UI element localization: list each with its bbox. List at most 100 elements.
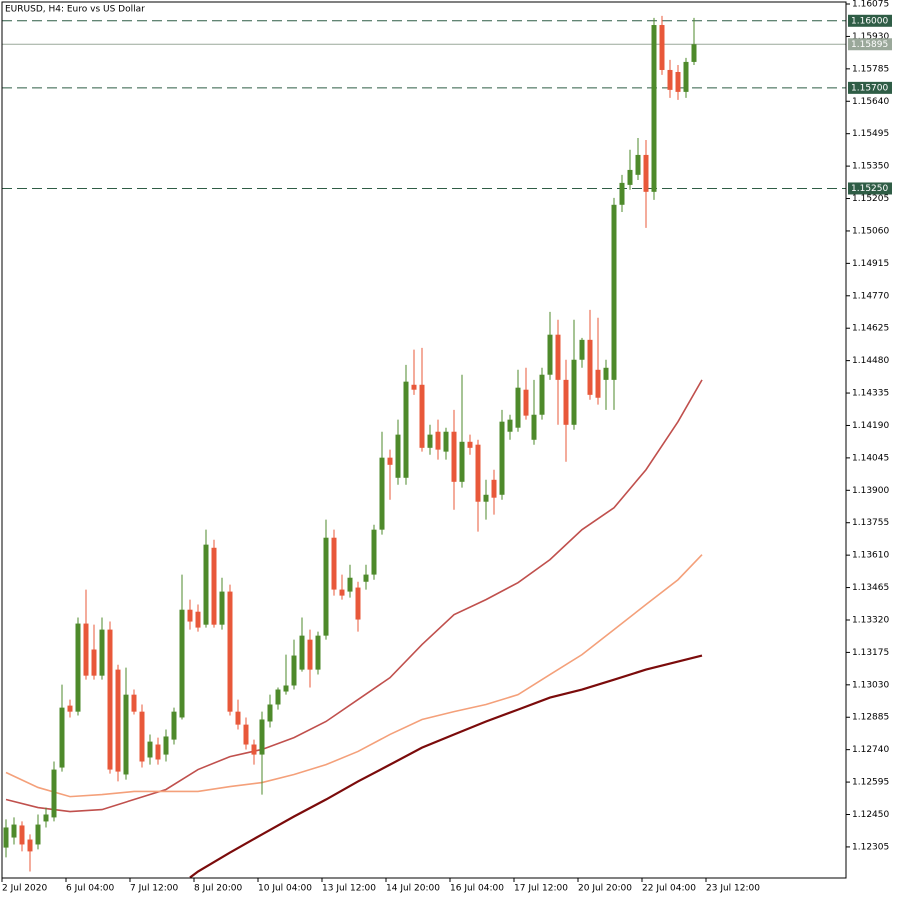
candle-body: [107, 629, 113, 770]
candle-body: [131, 694, 137, 712]
candle-body: [523, 389, 529, 416]
candle-body: [379, 457, 385, 530]
y-tick-label: 1.15640: [852, 97, 889, 107]
candle-body: [355, 587, 361, 620]
candle-body: [43, 814, 49, 822]
chart-title: EURUSD, H4: Euro vs US Dollar: [5, 5, 145, 15]
candle-body: [155, 744, 161, 760]
candle-body: [259, 719, 265, 755]
x-tick-label: 17 Jul 12:00: [514, 884, 568, 894]
candle-body: [515, 387, 521, 428]
price-level-label: 1.15250: [851, 184, 888, 194]
candle-body: [251, 744, 257, 755]
y-tick-label: 1.13320: [852, 615, 889, 625]
candle-body: [139, 711, 145, 762]
candle-body: [643, 154, 649, 192]
candle-body: [491, 479, 497, 498]
y-tick-label: 1.15785: [852, 64, 889, 74]
candle-body: [291, 655, 297, 686]
candle-body: [315, 635, 321, 670]
candle-body: [683, 61, 689, 92]
moving-average: [5, 379, 703, 813]
candle-body: [171, 711, 177, 740]
candle-body: [595, 369, 601, 398]
y-tick-label: 1.13030: [852, 680, 889, 690]
candle-body: [35, 824, 41, 845]
candle-body: [507, 419, 513, 432]
candle-body: [11, 824, 17, 838]
moving-average: [189, 654, 703, 878]
y-tick-label: 1.13175: [852, 648, 889, 658]
candle-body: [267, 704, 273, 722]
y-tick-label: 1.14480: [852, 356, 889, 366]
candle-body: [347, 577, 353, 592]
candle-body: [19, 825, 25, 845]
candle-body: [579, 339, 585, 360]
candle-body: [235, 711, 241, 725]
candle-body: [91, 649, 97, 676]
candle-body: [187, 609, 193, 622]
candle-body: [483, 494, 489, 502]
candle-body: [163, 736, 169, 755]
candle-body: [563, 379, 569, 425]
candle-body: [587, 339, 593, 395]
plot-frame: [1, 1, 847, 879]
y-tick-label: 1.14335: [852, 389, 889, 399]
y-tick-label: 1.14625: [852, 324, 889, 334]
x-tick-label: 8 Jul 20:00: [194, 884, 243, 894]
candle-body: [451, 431, 457, 482]
candle-body: [283, 685, 289, 692]
candle-body: [619, 182, 625, 205]
candle-body: [419, 384, 425, 448]
candle-body: [195, 611, 201, 628]
x-tick-label: 2 Jul 2020: [2, 884, 47, 894]
y-tick-label: 1.14045: [852, 453, 889, 463]
candle-body: [387, 457, 393, 465]
price-level-label: 1.16000: [851, 16, 888, 26]
y-tick-label: 1.13755: [852, 518, 889, 528]
candle-body: [555, 334, 561, 380]
y-tick-label: 1.12885: [852, 713, 889, 723]
y-tick-label: 1.12740: [852, 745, 889, 755]
candle-body: [339, 589, 345, 596]
candle-body: [83, 623, 89, 676]
price-level-box: [848, 182, 892, 195]
y-tick-label: 1.13610: [852, 551, 889, 561]
candle-body: [219, 591, 225, 625]
candle-body: [371, 529, 377, 575]
candle-body: [667, 69, 673, 90]
candle-body: [659, 25, 665, 70]
candle-body: [443, 431, 449, 452]
candle-body: [299, 635, 305, 670]
candle-body: [59, 707, 65, 768]
candle-body: [27, 839, 33, 852]
y-tick-label: 1.15350: [852, 162, 889, 172]
candle-body: [203, 544, 209, 625]
candle-body: [651, 25, 657, 192]
y-tick-label: 1.15930: [852, 32, 889, 42]
candle-body: [115, 669, 121, 772]
y-tick-label: 1.12595: [852, 778, 889, 788]
candle-body: [227, 591, 233, 712]
candle-body: [323, 537, 329, 636]
y-tick-label: 1.14190: [852, 421, 889, 431]
candle-body: [675, 71, 681, 92]
x-tick-label: 7 Jul 12:00: [130, 884, 179, 894]
candle-body: [467, 441, 473, 448]
candle-body: [331, 537, 337, 590]
y-tick-label: 1.12305: [852, 842, 889, 852]
candle-body: [211, 547, 217, 625]
candle-body: [395, 434, 401, 478]
candle-body: [459, 441, 465, 482]
candle-body: [571, 359, 577, 425]
candle-body: [307, 639, 313, 670]
y-tick-label: 1.15060: [852, 226, 889, 236]
y-tick-label: 1.14915: [852, 259, 889, 269]
candle-body: [123, 694, 129, 775]
candle-body: [691, 44, 697, 62]
candle-body: [243, 724, 249, 745]
candle-body: [499, 421, 505, 495]
candle-body: [547, 334, 553, 375]
